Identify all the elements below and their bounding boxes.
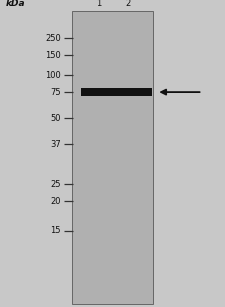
Text: 20: 20 (50, 196, 61, 206)
Text: 1: 1 (96, 0, 102, 8)
Text: kDa: kDa (6, 0, 26, 8)
Bar (72, 11, 153, 304)
Text: 15: 15 (50, 226, 61, 235)
Text: 250: 250 (45, 34, 61, 43)
Text: 50: 50 (50, 114, 61, 123)
Text: 100: 100 (45, 71, 61, 80)
Text: 75: 75 (50, 87, 61, 97)
Text: 37: 37 (50, 140, 61, 149)
Text: 2: 2 (126, 0, 131, 8)
Text: 150: 150 (45, 51, 61, 60)
Bar (81, 88, 152, 96)
Text: 25: 25 (50, 180, 61, 189)
